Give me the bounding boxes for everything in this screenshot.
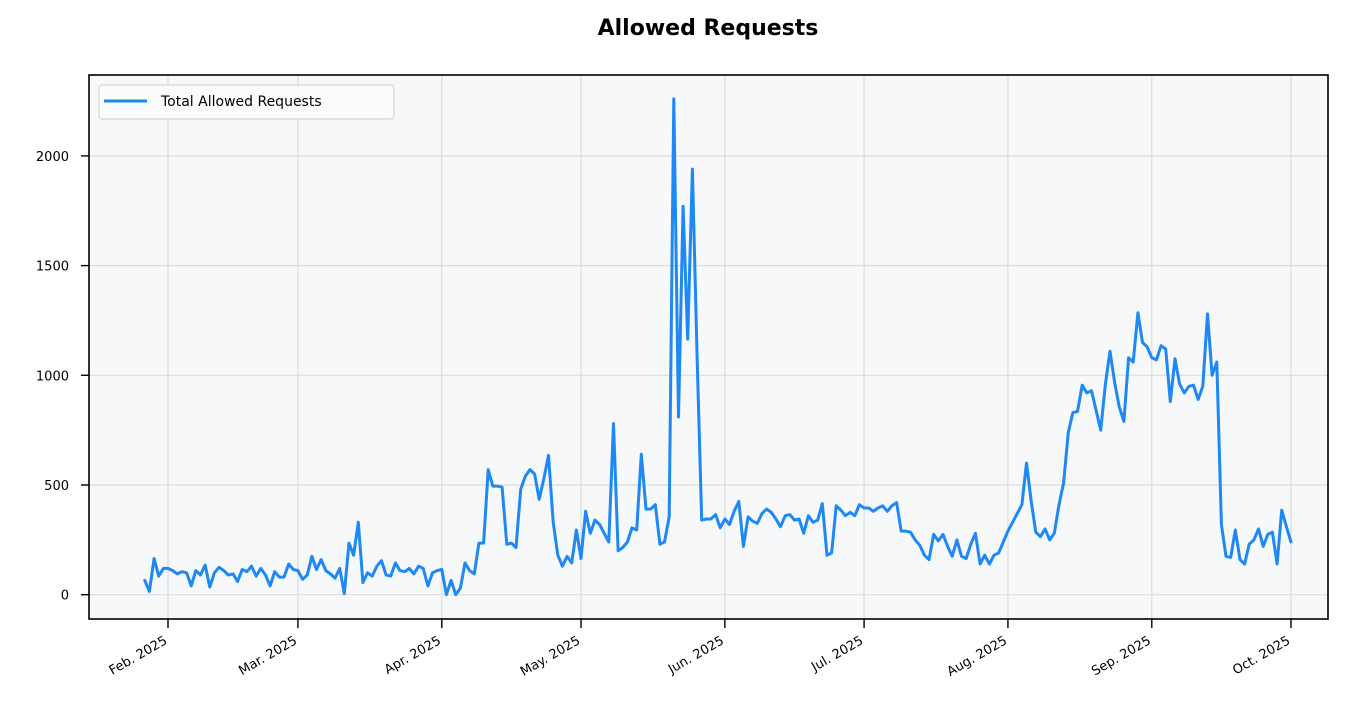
grid-lines (89, 75, 1328, 619)
plot-area (89, 75, 1328, 619)
x-tick-label: Oct. 2025 (1230, 633, 1293, 678)
x-tick-label: Feb. 2025 (107, 633, 170, 678)
legend-label: Total Allowed Requests (160, 94, 322, 110)
y-tick-label: 2000 (36, 150, 69, 165)
x-tick-label: Aug. 2025 (945, 633, 1010, 679)
chart-title: Allowed Requests (597, 16, 819, 41)
x-tick-label: Sep. 2025 (1089, 633, 1154, 679)
x-tick-label: Jun. 2025 (665, 633, 727, 677)
axes-frame (88, 74, 1329, 620)
y-tick-label: 1500 (36, 260, 69, 275)
y-tick-label: 500 (44, 479, 69, 494)
x-tick-label: Mar. 2025 (236, 633, 300, 678)
x-axis: Feb. 2025 Mar. 2025 Apr. 2025 May. 2025 Jun.… (107, 619, 1293, 680)
legend: Total Allowed Requests (98, 84, 395, 120)
y-axis: 0 500 1000 1500 2000 (36, 150, 89, 604)
legend-box (98, 84, 395, 120)
x-tick-label: Jul. 2025 (808, 633, 866, 675)
y-tick-label: 0 (61, 589, 69, 604)
x-tick-label: May. 2025 (518, 633, 583, 679)
x-tick-label: Apr. 2025 (382, 633, 444, 677)
y-tick-label: 1000 (36, 369, 69, 384)
series-line-total-allowed-requests (143, 97, 1293, 597)
